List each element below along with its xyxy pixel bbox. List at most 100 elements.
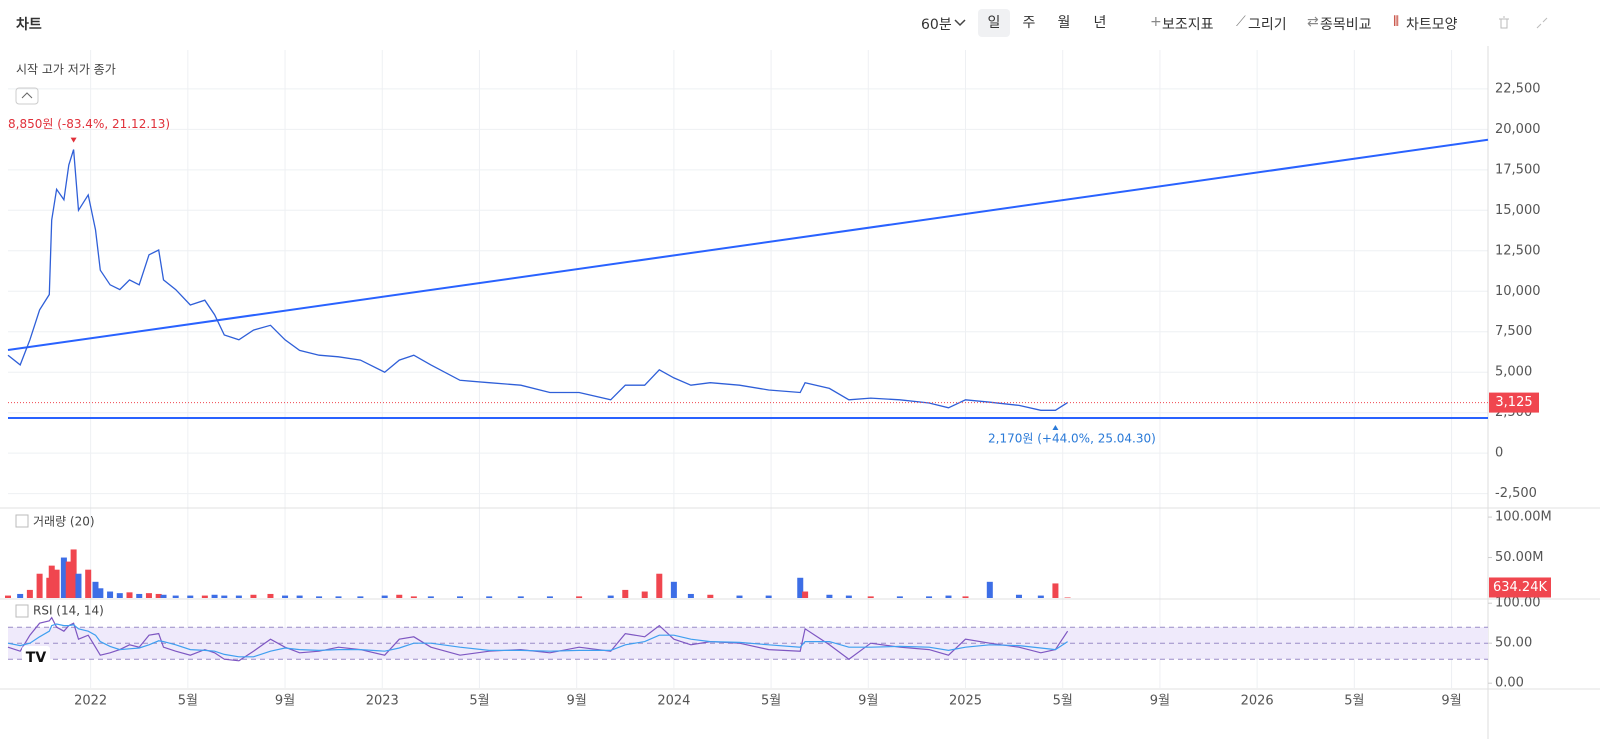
tool-button[interactable]: 그리기: [1248, 17, 1287, 33]
volume-bar: [116, 593, 123, 598]
x-tick-label: 5월: [178, 694, 198, 709]
volume-bar: [707, 594, 714, 598]
volume-bar: [396, 594, 403, 598]
volume-bar: [357, 596, 364, 598]
volume-bar: [656, 573, 663, 598]
x-tick-label: 5월: [1344, 694, 1364, 709]
volume-bar: [457, 596, 464, 598]
tool-button[interactable]: 종목비교: [1320, 17, 1372, 33]
y-tick-label: 5,000: [1495, 365, 1532, 380]
volume-bar: [926, 596, 933, 598]
last-price-label: 3,125: [1495, 395, 1532, 410]
volume-bar: [136, 593, 143, 598]
y-tick-label: 7,500: [1495, 324, 1532, 339]
y-tick-label: 12,500: [1495, 243, 1541, 258]
x-tick-label: 5월: [1053, 694, 1073, 709]
svg-text:TV: TV: [26, 650, 47, 666]
volume-bar: [410, 596, 417, 598]
x-tick-label: 2025: [949, 694, 982, 709]
volume-bar: [60, 557, 67, 598]
volume-bar: [962, 596, 969, 598]
x-tick-label: 2022: [74, 694, 107, 709]
volume-bar: [867, 596, 874, 598]
high-annotation: 8,850원 (-83.4%, 21.12.13): [8, 117, 170, 131]
volume-bar: [296, 595, 303, 598]
icon: ⟋: [1236, 14, 1246, 30]
y-tick-label: 50.00: [1495, 636, 1532, 651]
volume-bar: [155, 593, 162, 598]
volume-bar: [316, 596, 323, 598]
y-tick-label: 0: [1495, 446, 1503, 461]
volume-bar: [517, 596, 524, 598]
volume-bar: [381, 595, 388, 598]
x-tick-label: 9월: [275, 694, 295, 709]
logo: TV: [22, 646, 50, 668]
chevron: [954, 19, 966, 27]
y-tick-label: 0.00: [1495, 676, 1524, 691]
rsi-title: RSI (14, 14): [33, 604, 104, 618]
y-tick-label: 15,000: [1495, 203, 1541, 218]
volume-title: 거래량 (20): [33, 515, 95, 529]
collapse-icon: [21, 92, 33, 99]
close-volume[interactable]: [15, 514, 29, 528]
y-tick-label: 10,000: [1495, 284, 1541, 299]
volume-bar: [670, 581, 677, 598]
volume-bar: [235, 595, 242, 598]
volume-bar: [486, 596, 493, 598]
volume-bar: [576, 596, 583, 598]
volume-bar: [427, 596, 434, 598]
period-button[interactable]: 년: [1093, 15, 1107, 31]
tool-button[interactable]: 보조지표: [1162, 17, 1214, 33]
volume-bar: [70, 549, 77, 598]
low-marker: [1052, 425, 1059, 431]
high-marker: [70, 137, 77, 143]
period-button[interactable]: 주: [1022, 15, 1036, 31]
collapse-button[interactable]: [15, 87, 39, 105]
volume-bar: [896, 596, 903, 598]
volume-bar: [282, 595, 289, 598]
volume-bar: [92, 581, 99, 598]
toolbar: 차트 60분 일 주 월 년 + 보조지표 ⟋ 그리기 ⇄ 종목비교 ⦀ 차트모…: [0, 0, 1600, 46]
icon: ⦀: [1393, 14, 1400, 30]
y-tick-label: 20,000: [1495, 122, 1541, 137]
last-volume-box: [1489, 577, 1551, 598]
y-tick-label: 100.00: [1495, 596, 1541, 611]
y-tick-label: 50.00M: [1495, 550, 1543, 565]
volume-bar: [845, 595, 852, 598]
y-tick-label: 17,500: [1495, 162, 1541, 177]
x-tick-label: 2026: [1241, 694, 1274, 709]
price-line: [7, 616, 1069, 662]
volume-bar: [160, 594, 167, 598]
volume-bar: [221, 595, 228, 598]
y-tick-label: 100.00M: [1495, 510, 1552, 525]
x-tick-label: 5월: [469, 694, 489, 709]
volume-bar: [945, 595, 952, 598]
price-panel-title: 시작 고가 저가 종가: [16, 63, 116, 77]
volume-bar: [797, 577, 804, 598]
volume-bar: [826, 594, 833, 598]
period-button[interactable]: 일: [978, 9, 1010, 37]
period-button[interactable]: 월: [1057, 15, 1071, 31]
volume-bar: [97, 588, 104, 598]
volume-bar: [187, 595, 194, 598]
x-tick-label: 2024: [657, 694, 690, 709]
tool-button[interactable]: 차트모양: [1406, 17, 1458, 33]
volume-bar: [607, 595, 614, 598]
trend-line: [7, 138, 1489, 352]
volume-bar: [1037, 595, 1044, 598]
close-rsi[interactable]: [15, 604, 29, 618]
collapse-icon[interactable]: [1535, 16, 1549, 30]
price-line: [7, 623, 1068, 658]
volume-bar: [335, 596, 342, 598]
price-line: [7, 149, 1068, 411]
volume-bar: [65, 561, 72, 598]
volume-bar: [5, 595, 11, 598]
interval-select[interactable]: 60분: [921, 17, 952, 33]
trash-icon[interactable]: [1497, 16, 1511, 30]
x-tick-label: 2023: [366, 694, 399, 709]
volume-bar: [26, 589, 33, 598]
volume-bar: [145, 593, 152, 598]
volume-bar: [36, 573, 43, 598]
volume-bar: [48, 565, 55, 598]
